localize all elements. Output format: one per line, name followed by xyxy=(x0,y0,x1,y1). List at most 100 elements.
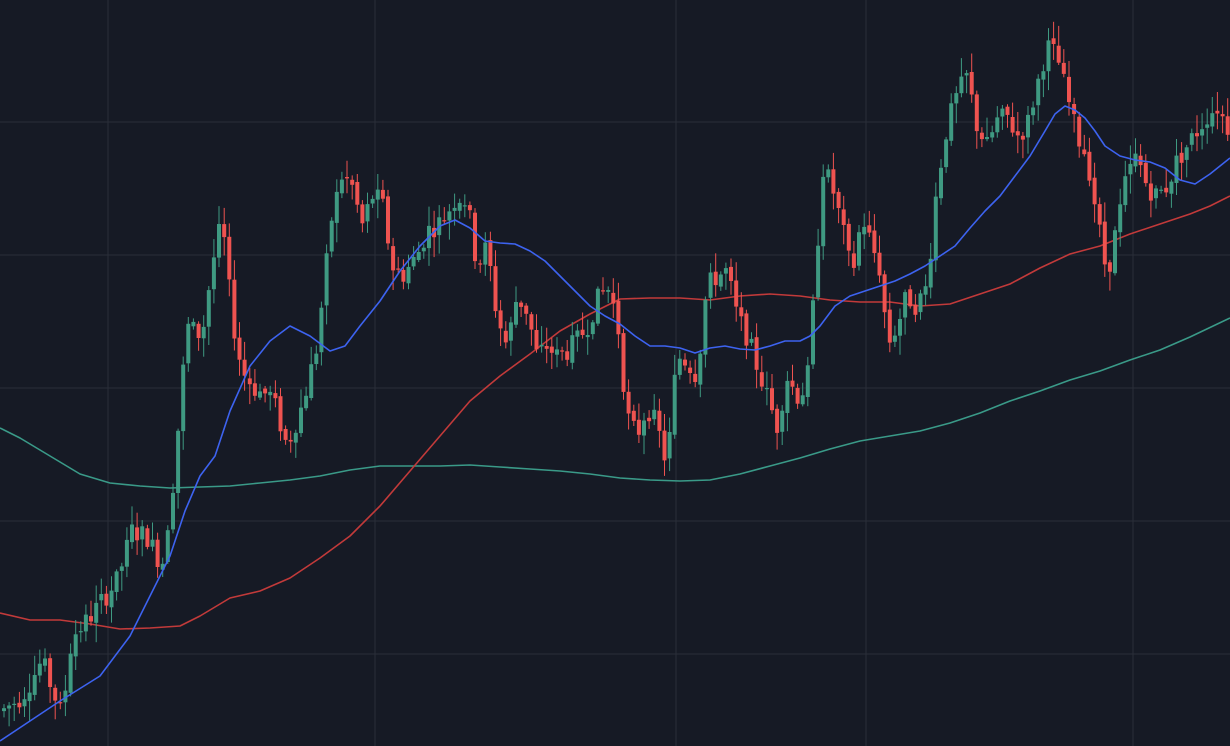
candle-body xyxy=(268,391,273,396)
candle-body xyxy=(155,539,160,567)
candle-body xyxy=(580,329,585,335)
candle-body xyxy=(452,207,457,211)
candle-body xyxy=(350,179,355,185)
candle-body xyxy=(1092,177,1097,205)
candle-body xyxy=(677,358,682,375)
candle-body xyxy=(145,528,150,547)
candle-body xyxy=(355,182,360,205)
candle-body xyxy=(68,653,73,693)
candle-body xyxy=(949,103,954,141)
candle-body xyxy=(217,224,221,258)
candle-body xyxy=(43,658,47,666)
candle-body xyxy=(119,566,124,571)
candle-body xyxy=(718,274,723,287)
candle-body xyxy=(232,279,237,339)
candle-body xyxy=(754,337,759,370)
candle-body xyxy=(652,409,657,420)
candle-body xyxy=(1148,183,1153,201)
candle-body xyxy=(595,288,600,324)
candle-body xyxy=(1118,204,1123,233)
candle-body xyxy=(759,372,764,387)
candle-body xyxy=(12,703,17,705)
candle-body xyxy=(708,272,713,298)
candle-body xyxy=(32,675,37,695)
candle-body xyxy=(2,708,6,712)
candle-body xyxy=(135,527,140,541)
candle-body xyxy=(539,344,544,347)
candle-body xyxy=(1169,181,1174,194)
candle-body xyxy=(48,658,53,687)
candle-body xyxy=(918,293,923,313)
candle-body xyxy=(94,602,99,623)
candle-body xyxy=(365,204,370,222)
candle-body xyxy=(923,286,928,295)
candle-body xyxy=(616,300,621,335)
candle-body xyxy=(514,302,518,325)
candle-body xyxy=(498,310,503,329)
candle-body xyxy=(642,420,646,436)
candle-body xyxy=(836,191,841,208)
candle-body xyxy=(171,492,175,530)
candle-body xyxy=(908,289,913,307)
candle-body xyxy=(314,353,319,364)
candle-body xyxy=(27,692,32,702)
candle-body xyxy=(1087,151,1092,181)
candle-body xyxy=(841,209,846,225)
candle-body xyxy=(114,571,119,592)
candle-body xyxy=(252,383,257,396)
candle-body xyxy=(360,204,365,224)
candle-body xyxy=(764,388,769,390)
candle-body xyxy=(1220,114,1225,117)
candle-body xyxy=(534,330,539,350)
candle-body xyxy=(744,313,749,346)
candle-body xyxy=(370,198,375,204)
candle-body xyxy=(416,252,421,260)
candle-body xyxy=(324,253,329,306)
ma-mid-line xyxy=(0,195,1230,630)
candle-body xyxy=(288,439,293,442)
candle-body xyxy=(406,266,411,284)
candle-body xyxy=(713,271,718,286)
candle-body xyxy=(606,290,611,292)
candle-body xyxy=(585,335,590,338)
candle-body xyxy=(273,393,278,399)
candle-body xyxy=(508,322,513,341)
candle-body xyxy=(1205,124,1210,128)
candle-body xyxy=(1123,176,1128,206)
candle-body xyxy=(411,257,416,267)
candle-body xyxy=(186,323,191,364)
candle-body xyxy=(319,307,324,353)
candle-body xyxy=(1082,149,1087,155)
candle-body xyxy=(1107,262,1112,272)
candle-body xyxy=(1077,116,1082,147)
candle-body xyxy=(83,614,88,632)
candle-body xyxy=(1174,155,1179,183)
candle-body xyxy=(565,351,570,360)
candle-body xyxy=(969,72,974,95)
candle-body xyxy=(524,305,529,314)
candle-body xyxy=(1061,62,1066,74)
candle-body xyxy=(626,391,631,414)
candles xyxy=(2,21,1230,727)
candle-body xyxy=(672,374,677,435)
candle-body xyxy=(396,268,401,270)
candle-body xyxy=(775,408,780,433)
candle-body xyxy=(278,396,283,432)
candle-body xyxy=(299,407,303,434)
candle-body xyxy=(1215,110,1220,114)
candle-body xyxy=(826,169,831,178)
candle-body xyxy=(283,429,288,440)
candle-body xyxy=(483,242,488,265)
candle-body xyxy=(887,309,892,343)
candle-body xyxy=(601,290,605,292)
candle-body xyxy=(933,196,938,261)
candle-body xyxy=(237,337,242,360)
candle-body xyxy=(130,524,134,543)
candle-body xyxy=(222,224,227,238)
candle-body xyxy=(1010,117,1015,133)
candle-body xyxy=(53,687,58,701)
candle-body xyxy=(1184,147,1189,160)
candle-body xyxy=(181,364,186,432)
candle-body xyxy=(457,202,462,211)
